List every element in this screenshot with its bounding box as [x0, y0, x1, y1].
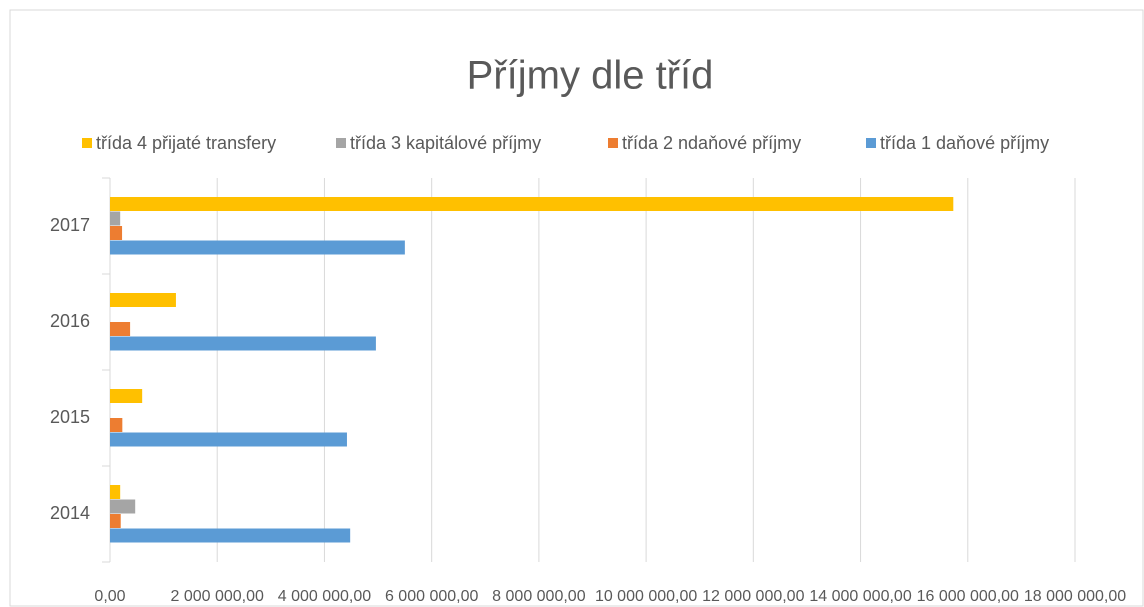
bar — [110, 322, 131, 336]
bar — [110, 211, 121, 226]
y-tick-label: 2014 — [50, 503, 90, 523]
bar — [110, 197, 954, 211]
legend-swatch — [336, 138, 346, 148]
bar — [110, 336, 376, 351]
x-tick-label: 2 000 000,00 — [171, 588, 265, 605]
legend-swatch — [82, 138, 92, 148]
legend-swatch — [866, 138, 876, 148]
x-tick-label: 12 000 000,00 — [702, 588, 804, 605]
legend-label: třída 2 ndaňové příjmy — [622, 133, 801, 153]
x-tick-label: 16 000 000,00 — [917, 588, 1019, 605]
bar — [110, 432, 347, 447]
y-tick-label: 2015 — [50, 407, 90, 427]
y-tick-label: 2016 — [50, 311, 90, 331]
x-tick-label: 8 000 000,00 — [492, 588, 586, 605]
bar — [110, 226, 123, 240]
x-tick-label: 14 000 000,00 — [809, 588, 911, 605]
x-tick-label: 18 000 000,00 — [1024, 588, 1126, 605]
bar — [110, 240, 405, 255]
bar — [110, 485, 121, 499]
y-tick-label: 2017 — [50, 215, 90, 235]
bar — [110, 389, 143, 403]
chart-title: Příjmy dle tříd — [467, 54, 714, 98]
chart-border — [9, 9, 1144, 607]
bar — [110, 293, 176, 307]
x-tick-label: 6 000 000,00 — [385, 588, 479, 605]
x-tick-label: 4 000 000,00 — [278, 588, 372, 605]
bar — [110, 528, 351, 543]
legend-swatch — [608, 138, 618, 148]
bar — [110, 418, 123, 432]
legend-label: třída 1 daňové příjmy — [880, 133, 1049, 153]
legend-label: třída 4 přijaté transfery — [96, 133, 276, 153]
legend-label: třída 3 kapitálové příjmy — [350, 133, 541, 153]
bar — [110, 499, 136, 514]
x-tick-label: 10 000 000,00 — [595, 588, 697, 605]
x-tick-label: 0,00 — [94, 588, 125, 605]
bar — [110, 514, 121, 528]
